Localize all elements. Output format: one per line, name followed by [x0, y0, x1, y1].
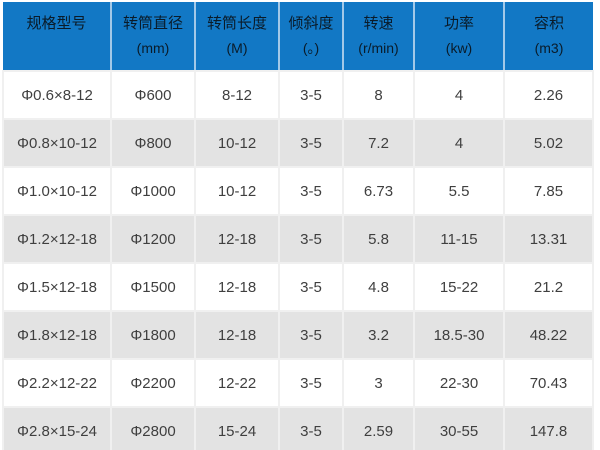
table-cell: 3-5 — [278, 166, 344, 216]
column-header-volume: 容积 (m3) — [503, 2, 593, 72]
column-header-label: 容积 — [533, 15, 564, 32]
header-row: 规格型号 转筒直径 (mm) 转筒长度 (M) 倾斜度 (。) 转速 (r — [3, 2, 593, 72]
table-cell: 8-12 — [194, 70, 280, 120]
column-header-inclination: 倾斜度 (。) — [278, 2, 343, 72]
table-header: 规格型号 转筒直径 (mm) 转筒长度 (M) 倾斜度 (。) 转速 (r — [3, 2, 593, 72]
table-cell: 147.8 — [503, 406, 594, 450]
table-cell: Φ1.0×10-12 — [2, 166, 112, 216]
column-header-unit: (kw) — [445, 40, 473, 56]
table-cell: 12-18 — [194, 214, 280, 264]
table-cell: 30-55 — [413, 406, 505, 450]
table-cell: 15-22 — [413, 262, 505, 312]
table-row: Φ0.6×8-12 Φ600 8-12 3-5 8 4 2.26 — [2, 70, 594, 120]
table-cell: 5.5 — [413, 166, 505, 216]
column-header-model: 规格型号 — [3, 2, 111, 72]
table-cell: 3-5 — [278, 310, 344, 360]
table-cell: Φ0.6×8-12 — [2, 70, 112, 120]
column-header-unit: (m3) — [534, 40, 564, 56]
table-cell: 12-18 — [194, 310, 280, 360]
table-cell: Φ800 — [110, 118, 196, 168]
table-cell: 8 — [342, 70, 415, 120]
table-cell: 3-5 — [278, 406, 344, 450]
table-cell: 10-12 — [194, 118, 280, 168]
table-cell: Φ0.8×10-12 — [2, 118, 112, 168]
table-cell: 3-5 — [278, 118, 344, 168]
table-cell: Φ2800 — [110, 406, 196, 450]
table-cell: 3-5 — [278, 262, 344, 312]
table-cell: 5.02 — [503, 118, 594, 168]
table-cell: 6.73 — [342, 166, 415, 216]
column-header-unit — [3, 36, 110, 60]
column-header-unit: (。) — [302, 40, 320, 56]
column-header-unit: (mm) — [136, 40, 170, 56]
table-row: Φ1.0×10-12 Φ1000 10-12 3-5 6.73 5.5 7.85 — [2, 166, 594, 216]
table-cell: 22-30 — [413, 358, 505, 408]
table-cell: Φ2.8×15-24 — [2, 406, 112, 450]
table-cell: Φ1500 — [110, 262, 196, 312]
table-cell: 3-5 — [278, 70, 344, 120]
column-header-label: 倾斜度 — [288, 15, 334, 32]
table-cell: Φ1.5×12-18 — [2, 262, 112, 312]
table-cell: Φ1800 — [110, 310, 196, 360]
table-row: Φ2.2×12-22 Φ2200 12-22 3-5 3 22-30 70.43 — [2, 358, 594, 408]
column-header-power: 功率 (kw) — [413, 2, 504, 72]
table-cell: 48.22 — [503, 310, 594, 360]
table-cell: 7.85 — [503, 166, 594, 216]
table-cell: Φ2.2×12-22 — [2, 358, 112, 408]
column-header-drum-diameter: 转筒直径 (mm) — [110, 2, 195, 72]
table-cell: 12-18 — [194, 262, 280, 312]
column-header-label: 规格型号 — [26, 15, 87, 32]
table-cell: Φ2200 — [110, 358, 196, 408]
table-cell: 2.59 — [342, 406, 415, 450]
table-cell: 7.2 — [342, 118, 415, 168]
table-body: Φ0.6×8-12 Φ600 8-12 3-5 8 4 2.26 Φ0.8×10… — [2, 70, 594, 450]
table-cell: Φ1.8×12-18 — [2, 310, 112, 360]
table-cell: 70.43 — [503, 358, 594, 408]
table-cell: Φ600 — [110, 70, 196, 120]
table-cell: 3 — [342, 358, 415, 408]
table-cell: 13.31 — [503, 214, 594, 264]
table-cell: 10-12 — [194, 166, 280, 216]
table-cell: 11-15 — [413, 214, 505, 264]
column-header-label: 转筒长度 — [206, 15, 267, 32]
table-cell: 3.2 — [342, 310, 415, 360]
table-cell: 4.8 — [342, 262, 415, 312]
column-header-label: 功率 — [443, 15, 474, 32]
table-row: Φ0.8×10-12 Φ800 10-12 3-5 7.2 4 5.02 — [2, 118, 594, 168]
table-row: Φ1.5×12-18 Φ1500 12-18 3-5 4.8 15-22 21.… — [2, 262, 594, 312]
table-cell: Φ1200 — [110, 214, 196, 264]
column-header-rotation-speed: 转速 (r/min) — [342, 2, 414, 72]
table-cell: 5.8 — [342, 214, 415, 264]
table-row: Φ1.8×12-18 Φ1800 12-18 3-5 3.2 18.5-30 4… — [2, 310, 594, 360]
table-row: Φ2.8×15-24 Φ2800 15-24 3-5 2.59 30-55 14… — [2, 406, 594, 450]
table-cell: 15-24 — [194, 406, 280, 450]
table-row: Φ1.2×12-18 Φ1200 12-18 3-5 5.8 11-15 13.… — [2, 214, 594, 264]
column-header-unit: (r/min) — [358, 40, 399, 56]
column-header-drum-length: 转筒长度 (M) — [194, 2, 279, 72]
table-cell: 18.5-30 — [413, 310, 505, 360]
column-header-unit: (M) — [226, 40, 248, 56]
table-cell: Φ1000 — [110, 166, 196, 216]
table-cell: 4 — [413, 70, 505, 120]
table-cell: Φ1.2×12-18 — [2, 214, 112, 264]
table-cell: 3-5 — [278, 214, 344, 264]
table-cell: 2.26 — [503, 70, 594, 120]
column-header-label: 转速 — [363, 15, 394, 32]
table-cell: 3-5 — [278, 358, 344, 408]
table-cell: 21.2 — [503, 262, 594, 312]
table-cell: 4 — [413, 118, 505, 168]
table-cell: 12-22 — [194, 358, 280, 408]
column-header-label: 转筒直径 — [122, 15, 183, 32]
